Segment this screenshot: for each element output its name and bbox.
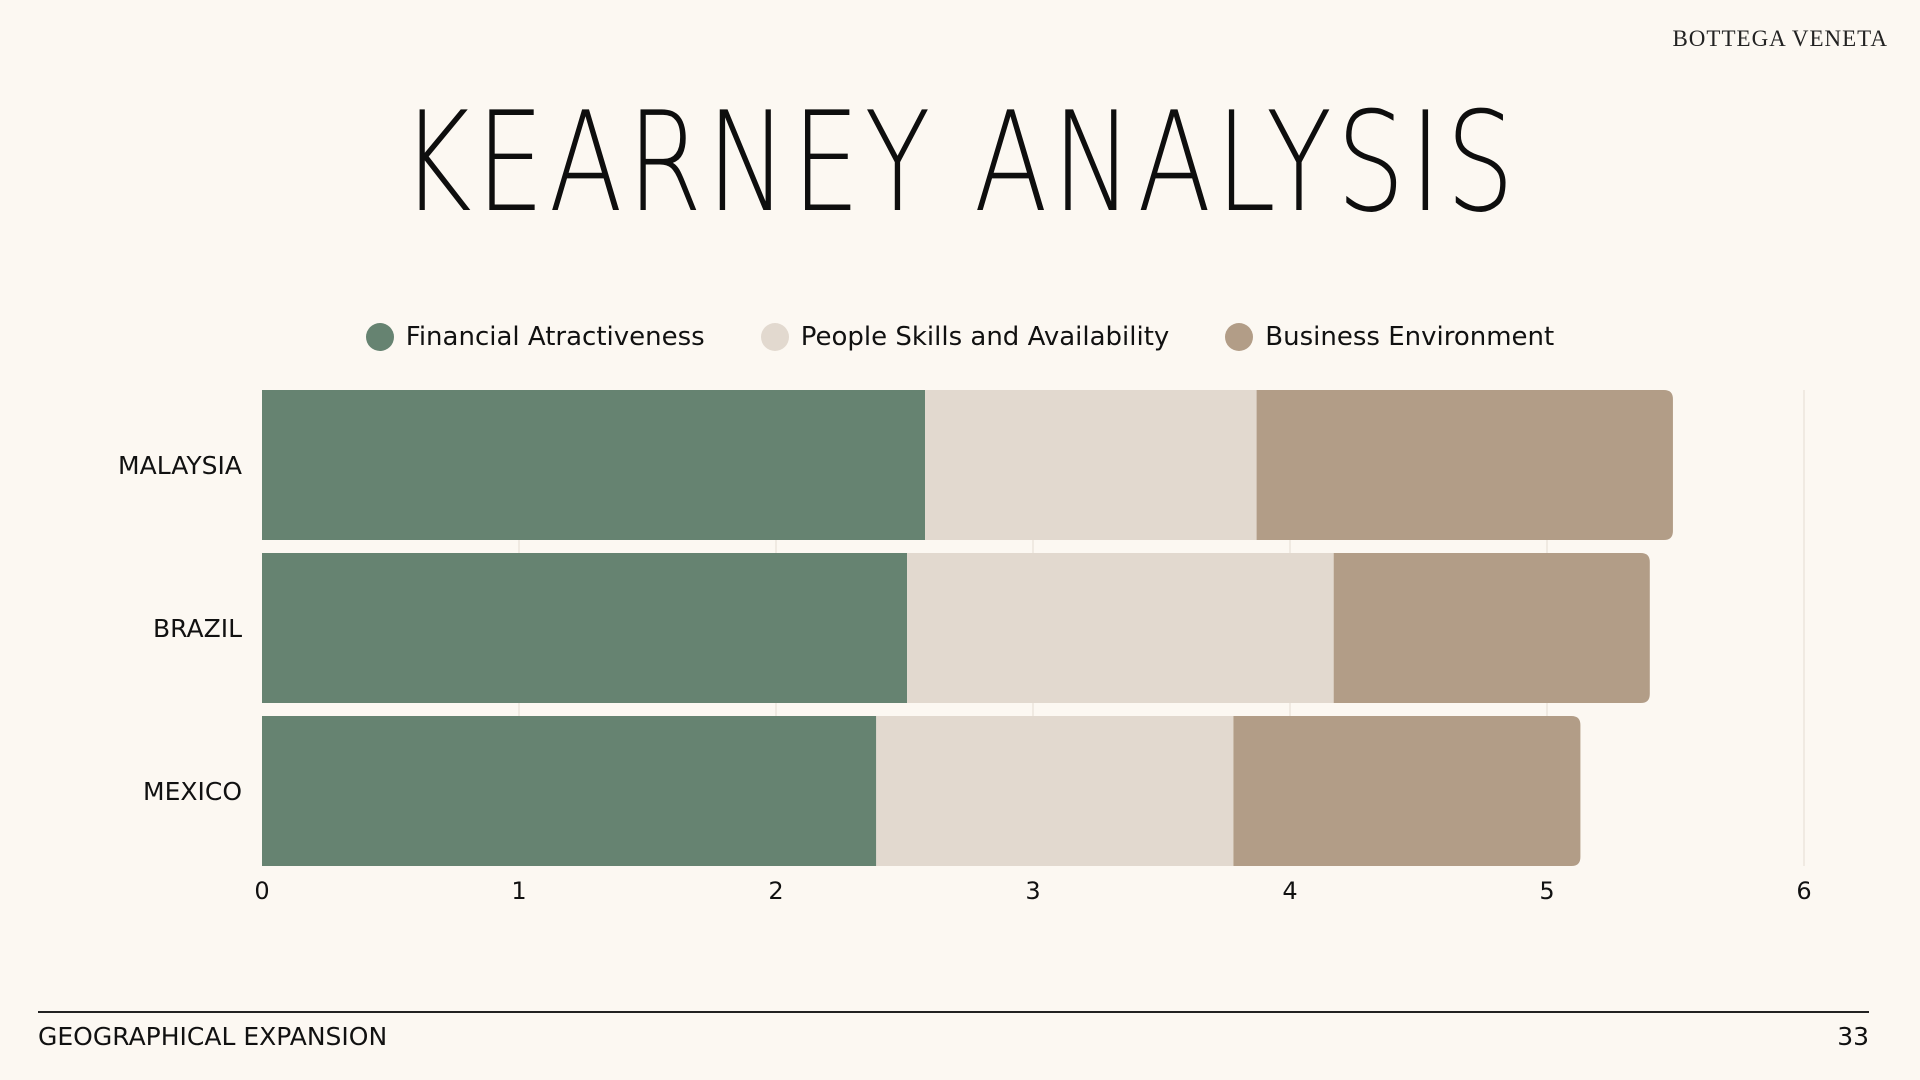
legend-item-business: Business Environment <box>1225 322 1554 352</box>
bar-mexico-financial <box>262 716 877 866</box>
x-tick-label-0: 0 <box>254 877 269 905</box>
bar-brazil-business <box>1333 553 1650 703</box>
category-label-brazil: BRAZIL <box>153 614 242 643</box>
footer-section-label: GEOGRAPHICAL EXPANSION <box>38 1022 388 1051</box>
x-tick-label-2: 2 <box>768 877 783 905</box>
legend-swatch-business <box>1225 323 1254 351</box>
bar-malaysia-people <box>925 390 1257 540</box>
page-title: KEARNEY ANALYSIS <box>400 82 1520 243</box>
x-tick-label-3: 3 <box>1025 877 1040 905</box>
legend-swatch-financial <box>365 323 394 351</box>
category-label-mexico: MEXICO <box>143 777 242 806</box>
x-tick-label-4: 4 <box>1282 877 1297 905</box>
x-tick-label-6: 6 <box>1796 877 1811 905</box>
legend-label-financial: Financial Atractiveness <box>405 322 705 352</box>
brand-logo-text: BOTTEGA VENETA <box>1672 26 1888 51</box>
category-label-malaysia: MALAYSIA <box>118 451 242 480</box>
legend-swatch-people <box>760 323 789 351</box>
legend-item-financial: Financial Atractiveness <box>365 322 705 352</box>
x-tick-label-5: 5 <box>1539 877 1554 905</box>
bar-mexico-business <box>1233 716 1581 866</box>
x-tick-label-1: 1 <box>511 877 526 905</box>
legend-label-business: Business Environment <box>1265 322 1555 352</box>
bar-brazil-people <box>907 553 1334 703</box>
bar-malaysia-business <box>1256 390 1673 540</box>
legend-label-people: People Skills and Availability <box>800 322 1170 352</box>
bar-brazil-financial <box>262 553 908 703</box>
bar-malaysia-financial <box>262 390 926 540</box>
footer-divider <box>38 1011 1869 1013</box>
bar-mexico-people <box>876 716 1234 866</box>
chart-legend: Financial Atractiveness People Skills an… <box>0 322 1920 352</box>
legend-item-people: People Skills and Availability <box>760 322 1170 352</box>
page-number: 33 <box>1837 1022 1869 1051</box>
stacked-bar-chart: MALAYSIA BRAZIL MEXICO 0 1 2 3 4 5 6 <box>118 390 1812 905</box>
